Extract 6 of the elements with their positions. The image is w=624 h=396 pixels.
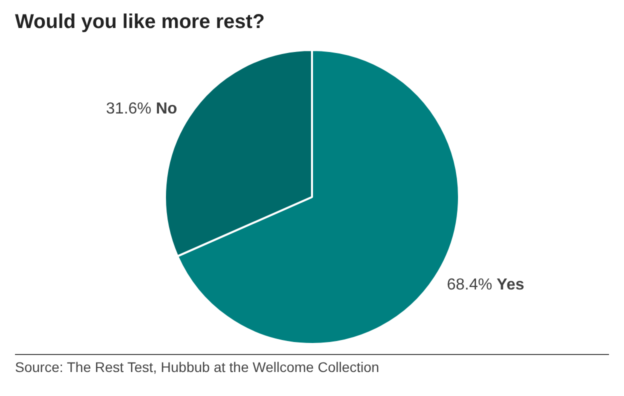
data-label: 68.4% xyxy=(446,276,497,294)
slice-label: Yes xyxy=(496,276,524,294)
chart-title: Would you like more rest? xyxy=(14,10,266,35)
slice-label: No xyxy=(156,100,178,118)
data-label: 31.6% xyxy=(106,100,156,118)
source-note: Source: The Rest Test, Hubbub at the Wellcome Collection xyxy=(15,354,609,375)
